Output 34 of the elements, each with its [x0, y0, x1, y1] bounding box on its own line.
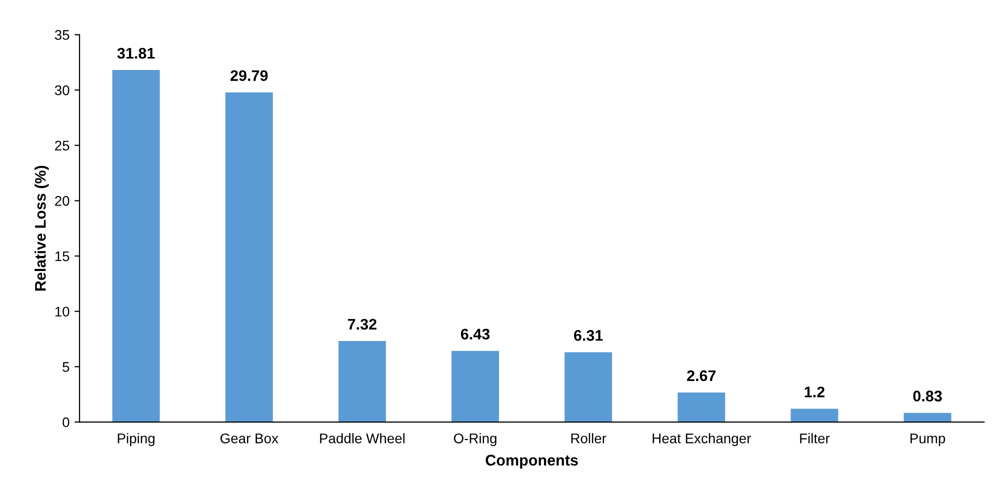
x-tick-label: Paddle Wheel — [320, 433, 404, 444]
bar — [904, 412, 952, 422]
x-tick-label: Heat Exchanger — [652, 433, 751, 446]
data-label: 1.2 — [804, 386, 824, 398]
bar — [338, 341, 386, 422]
y-tick-label: 10 — [55, 306, 70, 317]
data-label: 7.32 — [348, 318, 376, 330]
y-tick-label: 30 — [54, 85, 70, 96]
data-label: 6.31 — [574, 330, 603, 341]
y-tick-label: 35 — [54, 30, 70, 40]
bar — [452, 350, 499, 422]
data-label: 31.81 — [117, 48, 155, 59]
x-axis-title: Components — [486, 454, 578, 469]
data-label: 0.83 — [913, 390, 942, 402]
y-axis-title: Relative Loss (%) — [34, 166, 49, 291]
bar — [790, 408, 838, 422]
data-label: 6.43 — [460, 328, 490, 340]
x-tick-label: Gear Box — [220, 433, 278, 444]
bar — [678, 392, 726, 422]
bar — [225, 92, 273, 422]
y-tick-label: 5 — [62, 362, 70, 372]
y-tick-label: 25 — [55, 140, 70, 151]
x-tick-label: Piping — [118, 433, 154, 446]
x-tick-label: O-Ring — [454, 433, 496, 446]
data-label: 29.79 — [230, 70, 268, 82]
y-tick-label: 20 — [55, 196, 70, 206]
x-tick-label: Filter — [800, 433, 830, 444]
data-label: 2.67 — [687, 370, 716, 382]
y-tick-label: 15 — [55, 252, 70, 262]
bar — [564, 352, 612, 422]
bar — [112, 70, 160, 422]
y-tick-label: 0 — [62, 417, 70, 428]
x-tick-label: Pump — [910, 434, 946, 446]
x-tick-label: Roller — [571, 433, 606, 444]
